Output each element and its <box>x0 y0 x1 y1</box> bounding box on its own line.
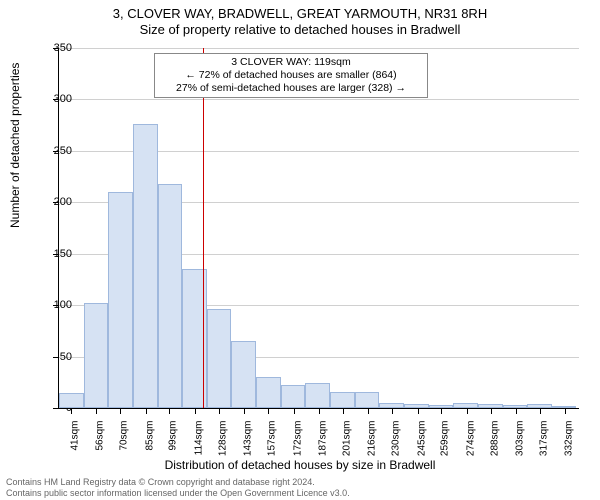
x-tick-label: 288sqm <box>489 414 500 457</box>
chart-container: 3, CLOVER WAY, BRADWELL, GREAT YARMOUTH,… <box>0 0 600 500</box>
x-tick-label: 274sqm <box>465 414 476 457</box>
histogram-bar <box>404 404 429 408</box>
chart-title-address: 3, CLOVER WAY, BRADWELL, GREAT YARMOUTH,… <box>0 0 600 22</box>
x-tick-label: 70sqm <box>119 414 130 451</box>
x-tick-label: 85sqm <box>144 414 155 451</box>
histogram-bar <box>158 184 183 408</box>
annotation-line-1: 3 CLOVER WAY: 119sqm <box>161 56 421 69</box>
x-tick-label: 172sqm <box>292 414 303 457</box>
x-tick-label: 332sqm <box>564 414 575 457</box>
histogram-bar <box>281 385 306 408</box>
y-axis-label: Number of detached properties <box>8 63 22 228</box>
x-tick-label: 56sqm <box>95 414 106 451</box>
histogram-bar <box>453 403 478 408</box>
x-tick-label: 157sqm <box>267 414 278 457</box>
histogram-bar <box>231 341 256 408</box>
histogram-bar <box>429 405 454 408</box>
histogram-bar <box>207 309 232 408</box>
x-tick-label: 303sqm <box>515 414 526 457</box>
footer-attribution: Contains HM Land Registry data © Crown c… <box>6 477 350 498</box>
histogram-bar <box>59 393 84 408</box>
plot-area: 41sqm56sqm70sqm85sqm99sqm114sqm128sqm143… <box>58 48 579 409</box>
x-tick-label: 114sqm <box>193 414 204 456</box>
histogram-bar <box>478 404 503 408</box>
histogram-bar <box>503 405 528 408</box>
histogram-bar <box>379 403 404 408</box>
histogram-bar <box>133 124 158 408</box>
footer-line-2: Contains public sector information licen… <box>6 488 350 498</box>
x-tick-label: 259sqm <box>440 414 451 457</box>
x-tick-label: 187sqm <box>318 414 329 457</box>
histogram-bar <box>527 404 552 408</box>
chart-title-subtitle: Size of property relative to detached ho… <box>0 22 600 38</box>
x-tick-label: 128sqm <box>217 414 228 457</box>
x-axis-label: Distribution of detached houses by size … <box>0 458 600 472</box>
histogram-bar <box>552 406 577 408</box>
x-tick-label: 143sqm <box>243 414 254 457</box>
reference-line <box>203 48 204 408</box>
histogram-bar <box>305 383 330 408</box>
x-tick-label: 99sqm <box>168 414 179 451</box>
x-tick-label: 201sqm <box>341 414 352 457</box>
x-tick-label: 230sqm <box>391 414 402 457</box>
x-tick-label: 41sqm <box>69 414 80 451</box>
x-tick-label: 317sqm <box>538 414 549 457</box>
histogram-bar <box>355 392 380 408</box>
footer-line-1: Contains HM Land Registry data © Crown c… <box>6 477 350 487</box>
histogram-bar <box>330 392 355 408</box>
histogram-bar <box>256 377 281 408</box>
bars-layer <box>59 48 579 408</box>
annotation-box: 3 CLOVER WAY: 119sqm ← 72% of detached h… <box>154 53 428 98</box>
histogram-bar <box>84 303 109 408</box>
annotation-line-3: 27% of semi-detached houses are larger (… <box>161 82 421 95</box>
x-tick-label: 245sqm <box>416 414 427 457</box>
x-tick-label: 216sqm <box>367 414 378 457</box>
histogram-bar <box>108 192 133 408</box>
annotation-line-2: ← 72% of detached houses are smaller (86… <box>161 69 421 82</box>
